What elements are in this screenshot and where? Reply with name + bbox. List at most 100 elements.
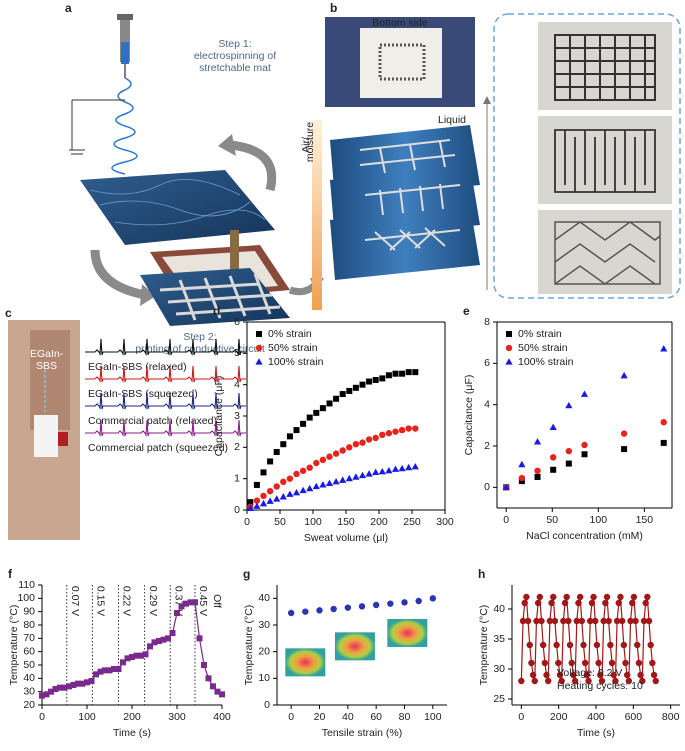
marker	[273, 483, 280, 490]
marker	[339, 391, 346, 398]
marker	[429, 595, 437, 602]
y-tick-label: 20	[258, 645, 270, 657]
marker	[399, 370, 406, 377]
marker	[326, 400, 333, 407]
x-tick-label: 100	[424, 711, 442, 723]
sensor-comb	[554, 129, 656, 193]
marker	[43, 691, 50, 698]
marker	[115, 666, 122, 672]
marker	[160, 636, 167, 643]
marker	[534, 599, 542, 607]
y-tick-label: 100	[17, 592, 35, 604]
marker	[565, 401, 573, 409]
marker	[415, 597, 422, 605]
mat-bottom	[140, 268, 290, 326]
marker	[565, 447, 573, 455]
marker	[401, 599, 408, 606]
marker	[595, 659, 602, 667]
marker	[526, 641, 533, 649]
panel-a: a Step 1: electrospinning of stretchable…	[65, 1, 324, 355]
marker	[629, 599, 636, 607]
marker	[581, 659, 589, 667]
marker	[385, 430, 393, 437]
ecg-trace	[85, 392, 246, 411]
marker	[524, 617, 532, 625]
marker	[253, 497, 261, 504]
annotation: Voltage: 0.2 V	[557, 667, 622, 679]
marker	[219, 691, 225, 698]
marker	[316, 607, 323, 614]
marker	[286, 433, 293, 440]
marker	[627, 617, 634, 625]
cycle-arrow-head	[140, 284, 156, 306]
marker	[246, 504, 254, 512]
marker	[536, 593, 544, 601]
marker	[280, 441, 287, 448]
marker	[398, 464, 406, 472]
photo-caption: Bottom side	[372, 17, 428, 29]
marker	[93, 671, 99, 678]
marker	[205, 675, 212, 682]
legend-marker	[256, 331, 262, 337]
marker	[518, 677, 525, 685]
marker	[612, 677, 619, 685]
x-tick-label: 200	[550, 711, 568, 723]
y-tick-label: 80	[23, 619, 35, 631]
marker	[568, 659, 575, 667]
marker	[545, 677, 552, 685]
electrode-label: SBS	[36, 360, 57, 372]
marker	[405, 425, 412, 432]
marker	[253, 502, 261, 509]
marker	[378, 467, 386, 475]
marker	[339, 476, 347, 483]
marker	[196, 635, 203, 642]
marker	[541, 659, 549, 667]
y-tick-label: 4	[234, 378, 240, 390]
marker	[385, 372, 392, 379]
marker	[280, 478, 287, 485]
heater-mesh	[554, 221, 661, 285]
marker	[346, 387, 353, 394]
syringe-plunger	[117, 14, 133, 20]
marker	[306, 484, 314, 492]
marker	[111, 666, 117, 672]
y-tick-label: 8	[484, 316, 490, 328]
y-tick-label: 5	[234, 347, 240, 359]
fiber-jet	[111, 77, 138, 175]
thermal-image	[334, 632, 375, 661]
marker	[605, 617, 612, 625]
syringe	[120, 20, 130, 62]
marker	[533, 438, 542, 445]
marker	[88, 678, 95, 684]
marker	[293, 427, 300, 434]
marker	[523, 593, 530, 601]
marker	[580, 390, 589, 397]
panel-label: g	[243, 567, 250, 581]
moisture-arrow	[312, 120, 322, 310]
stack-arrow-head	[483, 96, 491, 104]
y-tick-label: 0	[234, 504, 240, 516]
marker	[352, 441, 360, 448]
y-tick-label: 4	[484, 398, 490, 410]
marker	[640, 617, 648, 625]
marker	[593, 641, 601, 649]
marker	[531, 677, 538, 685]
marker	[358, 471, 367, 479]
marker	[575, 599, 582, 607]
marker	[147, 643, 153, 650]
marker	[412, 425, 419, 432]
trace-label: EGaIn-SBS (squeezed)	[88, 388, 198, 400]
y-tick-label: 6	[484, 357, 490, 369]
marker	[97, 668, 104, 675]
y-tick-label: 70	[23, 632, 35, 644]
vline-label: 0.22 V	[121, 586, 133, 616]
marker	[259, 499, 268, 507]
x-tick-label: 150	[636, 514, 654, 526]
marker	[325, 479, 334, 486]
marker	[521, 599, 528, 607]
marker	[587, 617, 594, 625]
step-text: stretchable mat	[199, 62, 271, 74]
marker	[39, 692, 45, 699]
marker	[570, 671, 577, 679]
